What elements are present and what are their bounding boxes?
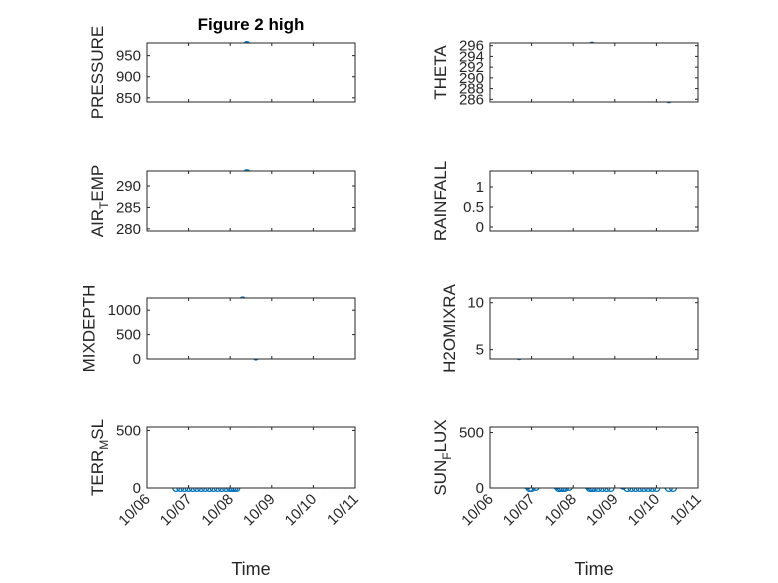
y-tick-label: 290 xyxy=(116,178,141,195)
y-tick-label: 0 xyxy=(476,480,484,497)
y-tick-label: 288 xyxy=(459,81,484,98)
axes-frame xyxy=(489,297,699,360)
x-tick-label: 10/11 xyxy=(324,491,362,529)
y-tick-label: 0 xyxy=(133,480,141,497)
y-axis-label: AIRTEMP xyxy=(88,165,111,238)
x-tick-label: 10/10 xyxy=(282,491,321,530)
x-tick-label: 10/09 xyxy=(240,491,279,530)
subplot-h2omixra: 5 10 H2OMIXRA xyxy=(440,283,699,373)
axes-frame xyxy=(146,426,356,489)
y-tick-label: 500 xyxy=(116,327,141,344)
x-axis-label-right: Time xyxy=(574,559,613,579)
axes-frame xyxy=(146,170,356,232)
y-tick-label: 0.5 xyxy=(463,199,484,216)
figure-title: Figure 2 high xyxy=(198,15,305,34)
y-tick-label: 900 xyxy=(116,69,141,86)
y-tick-label: 1000 xyxy=(108,302,141,319)
axes-frame xyxy=(489,170,699,232)
y-tick-label: 500 xyxy=(116,422,141,439)
y-axis-label: TERRMSL xyxy=(88,419,111,496)
axes-frame xyxy=(146,42,356,103)
y-tick-label: 5 xyxy=(476,342,484,359)
y-tick-label: 1 xyxy=(476,179,484,196)
y-tick-label: 290 xyxy=(459,70,484,87)
y-tick-label: 292 xyxy=(459,59,484,76)
x-tick-label: 10/07 xyxy=(157,491,196,530)
y-axis-label: MIXDEPTH xyxy=(80,285,99,373)
subplot-rainfall: 0 0.5 1 RAINFALL xyxy=(431,161,699,241)
x-tick-label: 10/08 xyxy=(198,491,237,530)
x-tick-label: 10/07 xyxy=(500,491,539,530)
y-tick-label: 286 xyxy=(459,91,484,108)
subplot-mixdepth: 0 500 1000 MIXDEPTH xyxy=(80,285,356,373)
y-tick-label: 280 xyxy=(116,221,141,238)
x-tick-label: 10/08 xyxy=(541,491,580,530)
subplot-air-temp: 280 285 290 AIRTEMP xyxy=(88,165,356,238)
y-tick-label: 0 xyxy=(133,351,141,368)
y-axis-label: SUNFLUX xyxy=(431,419,454,495)
y-axis-label: PRESSURE xyxy=(88,26,107,120)
y-tick-label: 10 xyxy=(467,295,484,312)
axes-frame xyxy=(146,297,356,360)
y-tick-label: 296 xyxy=(459,38,484,55)
y-axis-label: THETA xyxy=(431,45,450,100)
y-tick-label: 950 xyxy=(116,48,141,65)
axes-frame xyxy=(489,42,699,103)
y-tick-label: 285 xyxy=(116,199,141,216)
axes-frame xyxy=(489,426,699,489)
x-axis-label-left: Time xyxy=(231,559,270,579)
subplot-pressure: 850 900 950 PRESSURE xyxy=(88,26,356,120)
x-tick-label: 10/10 xyxy=(625,491,664,530)
x-tick-label: 10/09 xyxy=(583,491,622,530)
y-tick-label: 0 xyxy=(476,219,484,236)
y-axis-label: H2OMIXRA xyxy=(440,283,459,372)
x-tick-label: 10/11 xyxy=(667,491,705,529)
y-tick-label: 294 xyxy=(459,48,484,65)
y-tick-label: 850 xyxy=(116,90,141,107)
y-tick-label: 500 xyxy=(459,425,484,442)
y-axis-label: RAINFALL xyxy=(431,161,450,241)
